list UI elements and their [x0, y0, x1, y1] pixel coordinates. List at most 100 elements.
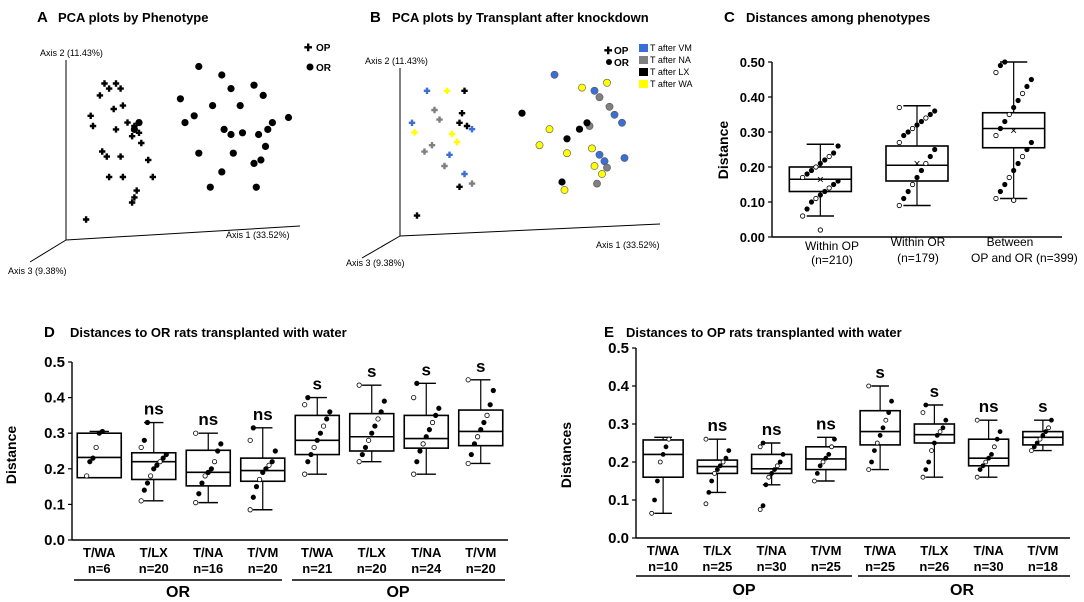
data-point — [929, 448, 934, 454]
scatter-point-cross — [131, 194, 138, 201]
data-point — [994, 436, 1000, 442]
scatter-point-dot — [181, 119, 189, 127]
data-point — [484, 412, 490, 418]
outlier-point — [1011, 197, 1017, 203]
box — [859, 409, 901, 446]
data-point — [869, 459, 874, 465]
y-tick-label: 0.1 — [44, 496, 65, 513]
scatter-point-dot — [238, 129, 247, 137]
category-n-label: n=10 — [648, 559, 678, 574]
scatter-point-dot — [593, 179, 601, 188]
data-point — [250, 494, 256, 500]
panel-c-cat-2-n: (n=179) — [897, 251, 939, 265]
legend-na-label: T after NA — [650, 55, 691, 65]
scatter-point-dot — [603, 163, 611, 172]
data-point — [253, 483, 260, 490]
legend-cross-icon: ✚ — [304, 43, 313, 54]
data-point — [943, 417, 949, 423]
data-point — [812, 478, 817, 484]
scatter-point-dot — [284, 113, 293, 122]
data-point — [774, 463, 780, 469]
box — [239, 457, 286, 483]
legend-vm-label: T after VM — [650, 43, 692, 53]
y-tick-label: 0.20 — [740, 160, 765, 175]
data-point — [804, 206, 810, 212]
category-label: T/WA — [864, 543, 897, 558]
panel-a-axis3-line — [29, 239, 67, 263]
box — [185, 449, 232, 487]
scatter-point-dot — [218, 168, 226, 176]
data-point — [84, 473, 90, 479]
box — [403, 414, 450, 449]
data-point — [1024, 146, 1030, 153]
data-point — [324, 416, 330, 422]
scatter-point-cross — [112, 80, 120, 87]
data-point — [247, 437, 253, 443]
data-point — [369, 430, 375, 436]
scatter-point-cross — [103, 153, 110, 160]
data-point — [1019, 153, 1026, 160]
panel-b-title: PCA plots by Transplant after knockdown — [392, 10, 649, 25]
data-point — [1028, 76, 1034, 83]
data-point — [706, 489, 712, 495]
data-point — [208, 466, 214, 472]
category-n-label: n=20 — [466, 561, 496, 576]
data-point — [426, 427, 432, 433]
data-point — [723, 455, 729, 461]
legend-or-label: OR — [316, 63, 332, 74]
data-point — [822, 157, 828, 163]
data-point — [772, 467, 777, 473]
data-point — [269, 459, 275, 465]
scatter-point-cross — [96, 92, 104, 99]
scatter-point-dot — [535, 141, 544, 150]
data-point — [215, 448, 221, 454]
scatter-point-dot — [590, 86, 599, 95]
scatter-point-dot — [257, 156, 265, 164]
scatter-point-cross — [456, 119, 463, 126]
legend-wa-label: T after WA — [650, 79, 693, 89]
scatter-point-cross — [456, 183, 463, 190]
box — [885, 145, 949, 182]
data-point — [90, 455, 96, 461]
scatter-point-cross — [128, 199, 136, 206]
data-point — [726, 448, 732, 454]
scatter-point-cross — [105, 173, 113, 181]
scatter-point-dot — [206, 183, 214, 191]
data-point — [471, 441, 478, 447]
data-point — [1015, 97, 1021, 104]
panel-d-group-or-label: OR — [166, 584, 190, 601]
data-point — [1037, 436, 1043, 442]
data-point — [1006, 174, 1012, 181]
scatter-point-cross — [145, 156, 152, 164]
box — [294, 414, 341, 456]
scatter-point-cross — [468, 126, 476, 133]
y-tick-label: 0.3 — [608, 416, 629, 433]
data-point — [414, 459, 420, 465]
data-point — [193, 430, 199, 436]
category-label: T/VM — [810, 543, 841, 558]
data-point — [983, 459, 989, 465]
scatter-point-cross — [463, 122, 471, 130]
scatter-point-dot — [583, 119, 591, 127]
data-point — [1031, 444, 1037, 450]
data-point — [920, 474, 926, 480]
scatter-point-dot — [595, 150, 604, 159]
category-label: T/VM — [1027, 543, 1058, 558]
legend-swatch-vm — [639, 44, 648, 52]
scatter-point-dot — [560, 186, 569, 194]
data-point — [417, 448, 423, 454]
data-point — [141, 437, 147, 443]
legend-dot-icon — [306, 63, 314, 71]
data-point — [1011, 167, 1017, 174]
legend-swatch-na — [639, 56, 648, 64]
data-point — [660, 451, 666, 457]
scatter-point-dot — [618, 118, 626, 127]
scatter-point-cross — [408, 119, 416, 126]
scatter-point-cross — [128, 133, 136, 140]
data-point — [703, 436, 709, 442]
category-label: T/LX — [358, 545, 386, 560]
data-point — [475, 434, 481, 440]
scatter-point-cross — [446, 151, 453, 158]
data-point — [1029, 448, 1034, 454]
data-point — [822, 188, 828, 195]
